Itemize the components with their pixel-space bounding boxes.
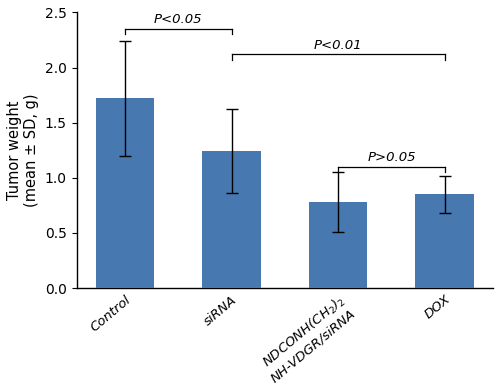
Bar <box>202 151 261 288</box>
Text: P<0.01: P<0.01 <box>314 38 362 52</box>
Bar <box>309 202 368 288</box>
Bar <box>416 194 474 288</box>
Y-axis label: Tumor weight
(mean ± SD, g): Tumor weight (mean ± SD, g) <box>7 94 40 207</box>
Text: P>0.05: P>0.05 <box>367 151 416 164</box>
Text: P<0.05: P<0.05 <box>154 13 202 26</box>
Bar <box>96 98 154 288</box>
